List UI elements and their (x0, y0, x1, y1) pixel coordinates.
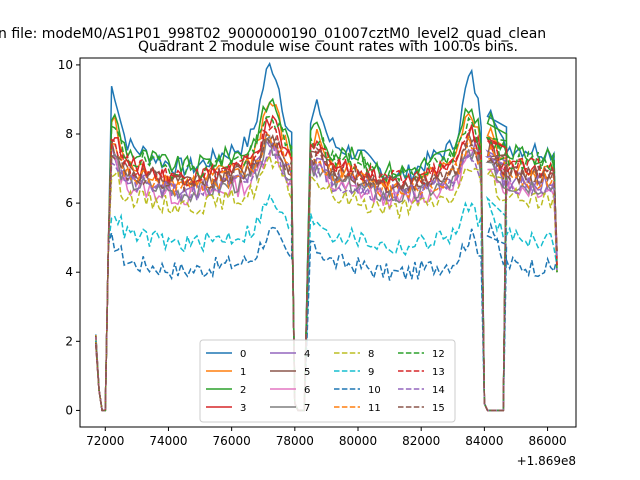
y-tick-label: 8 (65, 127, 73, 141)
y-axis: 0 2 4 6 8 10 (58, 58, 80, 417)
legend-label-11: 11 (368, 403, 381, 414)
legend-label-0: 0 (240, 349, 246, 360)
legend-label-13: 13 (432, 367, 445, 378)
x-offset-label: +1.869e8 (517, 454, 576, 468)
series-line-15 (95, 133, 558, 412)
x-tick-label: 84000 (465, 434, 503, 448)
x-tick-label: 78000 (276, 434, 314, 448)
chart-title: Quadrant 2 module wise count rates with … (138, 39, 518, 55)
x-tick-label: 80000 (339, 434, 377, 448)
x-tick-label: 72000 (86, 434, 124, 448)
legend-label-15: 15 (432, 403, 445, 414)
y-tick-label: 2 (65, 334, 73, 348)
series-line-9 (95, 190, 558, 412)
legend-label-10: 10 (368, 385, 381, 396)
series-line-13 (95, 124, 558, 412)
legend-label-8: 8 (368, 349, 374, 360)
legend-label-3: 3 (240, 403, 246, 414)
legend-label-14: 14 (432, 385, 445, 396)
plot-frame (79, 57, 577, 428)
legend-label-6: 6 (304, 385, 310, 396)
figure-suptitle: n file: modeM0/AS1P01_998T02_9000000190_… (0, 26, 546, 42)
x-tick-label: 82000 (402, 434, 440, 448)
y-tick-label: 0 (65, 403, 73, 417)
x-axis: 72000 74000 76000 78000 80000 82000 84000 86000 (86, 427, 567, 448)
x-tick-label: 86000 (528, 434, 566, 448)
x-tick-label: 76000 (213, 434, 251, 448)
legend-label-9: 9 (368, 367, 374, 378)
legend-label-12: 12 (432, 349, 445, 360)
series-line-11 (95, 131, 558, 412)
x-tick-label: 74000 (149, 434, 187, 448)
legend-label-2: 2 (240, 385, 246, 396)
legend-label-1: 1 (240, 367, 246, 378)
series-lines (95, 61, 558, 412)
y-tick-label: 10 (58, 58, 73, 72)
series-line-12 (95, 115, 558, 412)
series-line-14 (95, 142, 558, 412)
legend-box (199, 339, 456, 423)
legend-label-4: 4 (304, 349, 310, 360)
y-tick-label: 6 (65, 196, 73, 210)
y-tick-label: 4 (65, 265, 73, 279)
legend-label-7: 7 (304, 403, 310, 414)
legend-label-5: 5 (304, 367, 310, 378)
